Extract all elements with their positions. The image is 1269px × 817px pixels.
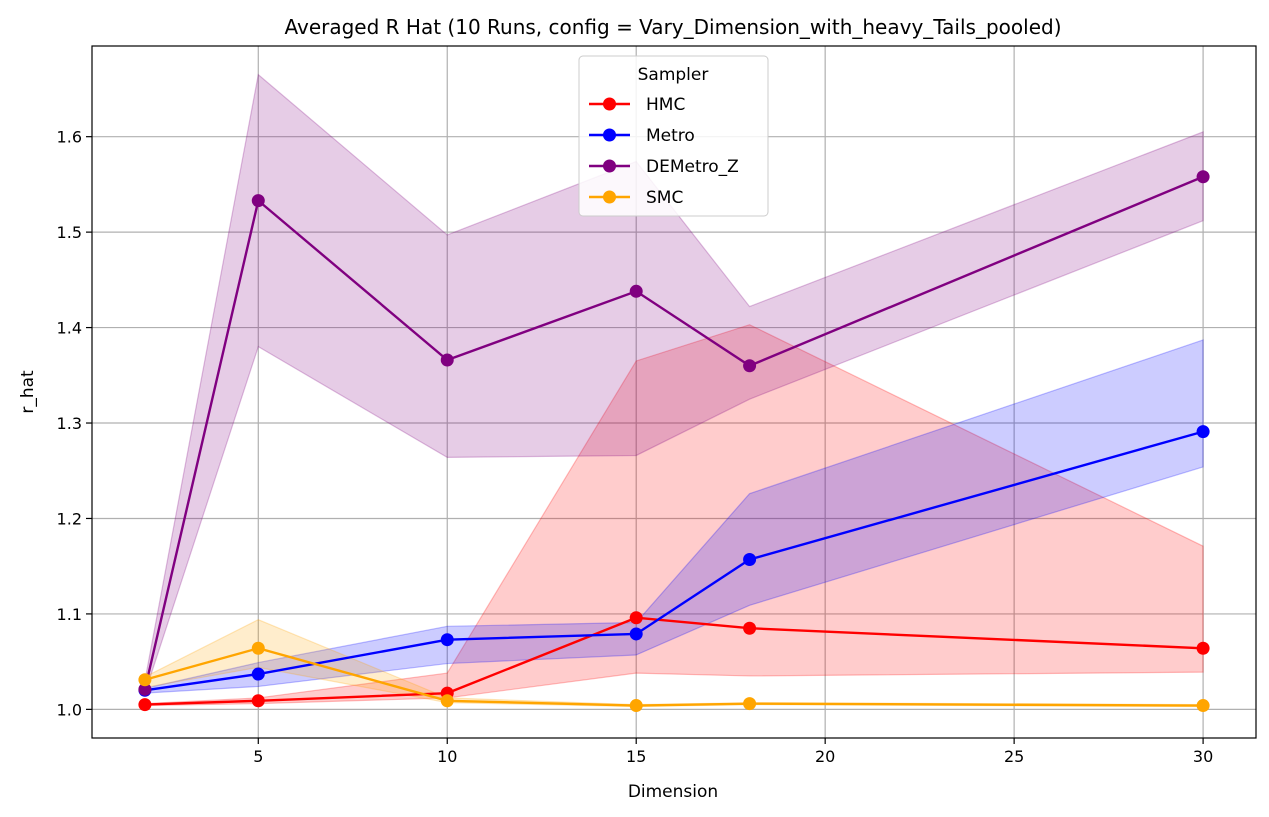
line-hmc	[144, 616, 1204, 706]
legend-label-demetro-z: DEMetro_Z	[646, 157, 739, 177]
chart-title: Averaged R Hat (10 Runs, config = Vary_D…	[284, 15, 1061, 39]
x-tick-label: 10	[437, 747, 457, 766]
y-tick-label: 1.3	[57, 414, 82, 433]
band-metro	[144, 339, 1204, 694]
point-hmc	[1196, 641, 1210, 655]
line-metro	[144, 430, 1204, 692]
point-metro	[1196, 425, 1210, 439]
point-demetro-z	[629, 284, 643, 298]
line-smc	[144, 647, 1204, 707]
y-tick-label: 1.0	[57, 700, 82, 719]
confidence-bands	[144, 73, 1204, 708]
legend-swatch-marker	[603, 159, 616, 173]
x-tick-label: 30	[1193, 747, 1213, 766]
x-tick-label: 5	[253, 747, 263, 766]
line-demetro-z	[143, 175, 1204, 690]
point-smc	[1196, 699, 1210, 713]
series-lines	[138, 170, 1210, 713]
point-hmc	[251, 694, 265, 708]
point-metro	[629, 627, 643, 641]
x-tick-label: 20	[815, 747, 835, 766]
point-metro	[743, 553, 757, 567]
legend-box	[578, 55, 769, 217]
point-demetro-z	[251, 194, 265, 208]
legend-label-smc: SMC	[646, 188, 683, 208]
y-axis-title: r_hat	[18, 370, 38, 414]
point-smc	[251, 641, 265, 655]
point-smc	[440, 694, 454, 708]
axis-ticks: 5 10 15 20 25 30 1.0 1.1 1.2 1.3 1.4 1.5 1.6	[57, 128, 1214, 766]
point-demetro-z	[138, 682, 152, 696]
point-smc	[629, 699, 643, 713]
legend: Sampler HMC Metro DEMetro_Z SMC	[578, 55, 769, 217]
point-demetro-z	[440, 353, 454, 367]
point-demetro-z	[1196, 170, 1210, 184]
x-tick-label: 15	[626, 747, 646, 766]
x-axis-title: Dimension	[628, 782, 718, 802]
point-smc	[138, 673, 152, 687]
legend-label-metro: Metro	[646, 126, 695, 146]
legend-swatch-marker	[603, 190, 616, 204]
legend-swatch-marker	[603, 128, 616, 142]
point-metro	[440, 633, 454, 647]
y-tick-label: 1.6	[57, 128, 82, 147]
legend-title: Sampler	[638, 65, 709, 85]
y-tick-label: 1.1	[57, 605, 82, 624]
point-metro	[251, 667, 265, 681]
legend-swatch-marker	[603, 97, 616, 111]
point-hmc	[138, 698, 152, 712]
point-demetro-z	[743, 359, 757, 373]
y-tick-label: 1.4	[57, 319, 82, 338]
point-hmc	[629, 611, 643, 625]
band-demetro-z	[144, 73, 1204, 694]
legend-items: HMC Metro DEMetro_Z SMC	[589, 95, 739, 208]
point-smc	[743, 697, 757, 711]
y-tick-label: 1.2	[57, 509, 82, 528]
legend-label-hmc: HMC	[646, 95, 685, 115]
plot-frame	[91, 45, 1257, 739]
x-tick-label: 25	[1004, 747, 1024, 766]
point-hmc	[743, 621, 757, 635]
y-tick-label: 1.5	[57, 223, 82, 242]
